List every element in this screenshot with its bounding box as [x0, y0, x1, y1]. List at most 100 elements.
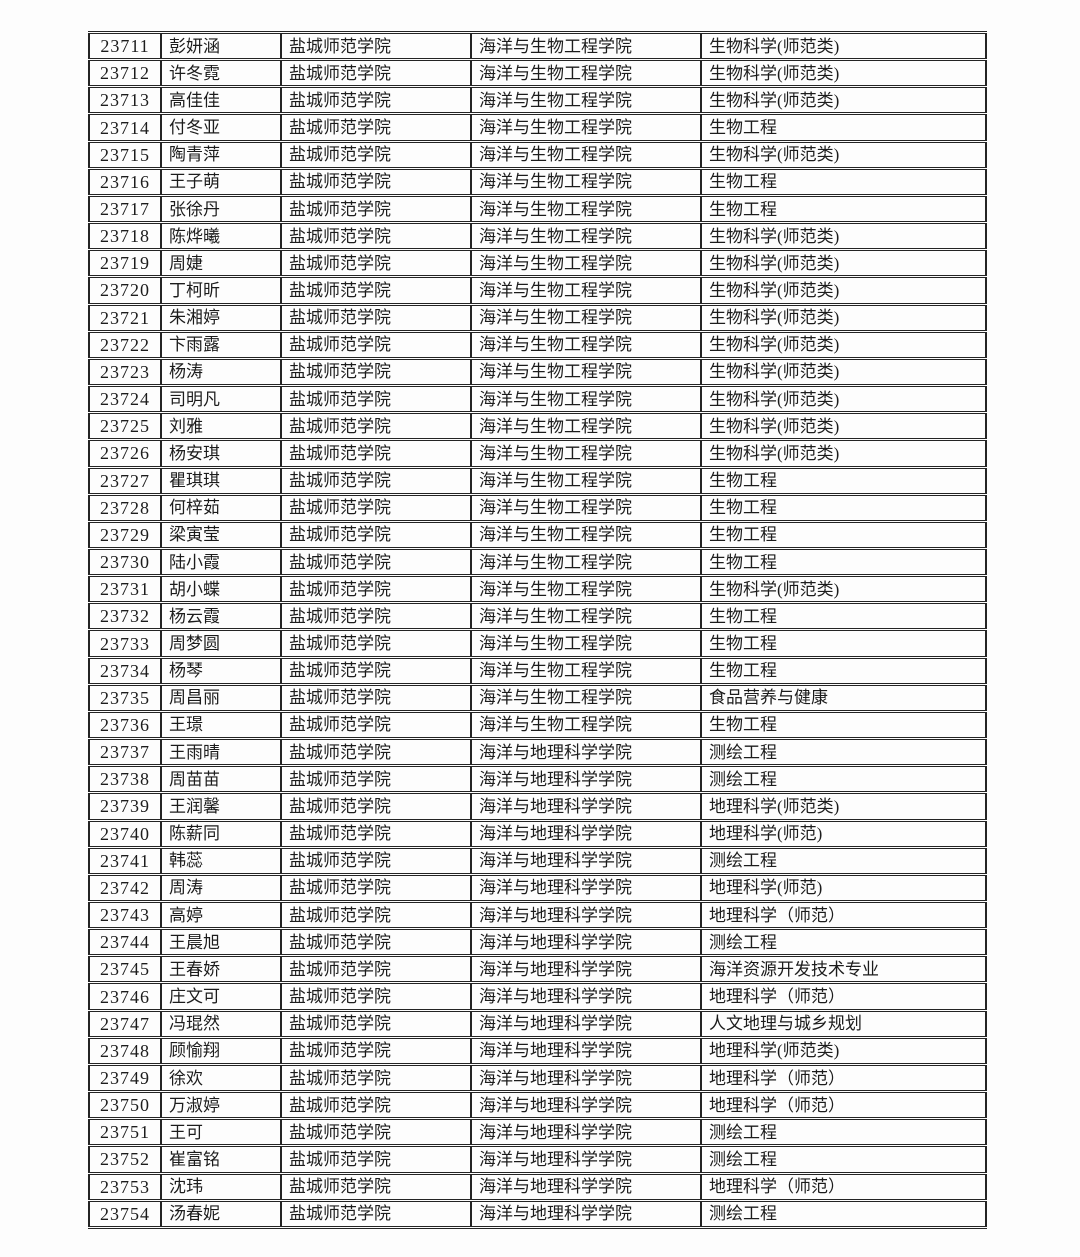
college-cell: 海洋与生物工程学院	[470, 356, 702, 388]
student-name-cell: 王润馨	[160, 791, 282, 822]
student-name-cell: 卞雨露	[160, 329, 282, 360]
table-row: 23740 陈薪同 盐城师范学院 海洋与地理科学学院 地理科学(师范)	[88, 818, 987, 849]
student-name-cell: 胡小蝶	[160, 574, 282, 605]
college-cell: 海洋与地理科学学院	[470, 1144, 702, 1175]
college-cell: 海洋与地理科学学院	[470, 1171, 702, 1202]
table-row: 23741 韩蕊 盐城师范学院 海洋与地理科学学院 测绘工程	[88, 845, 987, 876]
student-id-cell: 23715	[88, 139, 162, 170]
table-row: 23730 陆小霞 盐城师范学院 海洋与生物工程学院 生物工程	[88, 546, 987, 578]
major-cell: 测绘工程	[700, 1117, 987, 1148]
student-name-cell: 司明凡	[160, 384, 282, 415]
table-row: 23732 杨云霞 盐城师范学院 海洋与生物工程学院 生物工程	[88, 601, 987, 632]
student-name-cell: 高佳佳	[160, 85, 282, 116]
table-row: 23713 高佳佳 盐城师范学院 海洋与生物工程学院 生物科学(师范类)	[88, 85, 987, 116]
major-cell: 生物科学(师范类)	[700, 139, 987, 170]
student-name-cell: 许冬霓	[160, 58, 282, 89]
table-row: 23748 顾愉翔 盐城师范学院 海洋与地理科学学院 地理科学(师范类)	[88, 1035, 987, 1066]
college-cell: 海洋与生物工程学院	[470, 492, 702, 523]
college-cell: 海洋与地理科学学院	[470, 1117, 702, 1148]
college-cell: 海洋与生物工程学院	[470, 302, 702, 333]
student-name-cell: 何梓茹	[160, 492, 282, 523]
major-cell: 测绘工程	[700, 845, 987, 876]
student-name-cell: 周苗苗	[160, 764, 282, 795]
university-cell: 盐城师范学院	[280, 574, 472, 605]
student-name-cell: 丁柯昕	[160, 275, 282, 306]
major-cell: 地理科学(师范)	[700, 872, 987, 904]
university-cell: 盐城师范学院	[280, 737, 472, 768]
student-id-cell: 23752	[88, 1144, 162, 1175]
student-id-cell: 23726	[88, 438, 162, 469]
student-name-cell: 万淑婷	[160, 1090, 282, 1121]
university-cell: 盐城师范学院	[280, 221, 472, 252]
student-id-cell: 23739	[88, 791, 162, 822]
major-cell: 生物科学(师范类)	[700, 411, 987, 442]
student-name-cell: 刘雅	[160, 411, 282, 442]
student-roster-body: 23711 彭妍涵 盐城师范学院 海洋与生物工程学院 生物科学(师范类) 23712 许冬霓…	[88, 30, 987, 1230]
student-id-cell: 23735	[88, 682, 162, 713]
table-row: 23746 庄文可 盐城师范学院 海洋与地理科学学院 地理科学（师范）	[88, 981, 987, 1012]
college-cell: 海洋与生物工程学院	[470, 221, 702, 252]
university-cell: 盐城师范学院	[280, 981, 472, 1012]
student-name-cell: 汤春妮	[160, 1198, 282, 1230]
college-cell: 海洋与生物工程学院	[470, 601, 702, 632]
table-row: 23727 瞿琪琪 盐城师范学院 海洋与生物工程学院 生物工程	[88, 465, 987, 496]
university-cell: 盐城师范学院	[280, 872, 472, 904]
student-name-cell: 冯琨然	[160, 1008, 282, 1039]
student-roster-table: 23711 彭妍涵 盐城师范学院 海洋与生物工程学院 生物科学(师范类) 23712 许冬霓…	[88, 30, 987, 1230]
university-cell: 盐城师范学院	[280, 655, 472, 686]
student-name-cell: 王春娇	[160, 954, 282, 985]
table-row: 23739 王润馨 盐城师范学院 海洋与地理科学学院 地理科学(师范类)	[88, 791, 987, 822]
student-id-cell: 23744	[88, 927, 162, 958]
student-name-cell: 彭妍涵	[160, 30, 282, 62]
college-cell: 海洋与地理科学学院	[470, 737, 702, 768]
college-cell: 海洋与生物工程学院	[470, 411, 702, 442]
table-row: 23719 周婕 盐城师范学院 海洋与生物工程学院 生物科学(师范类)	[88, 248, 987, 279]
university-cell: 盐城师范学院	[280, 1008, 472, 1039]
table-row: 23718 陈烨曦 盐城师范学院 海洋与生物工程学院 生物科学(师范类)	[88, 221, 987, 252]
student-name-cell: 杨云霞	[160, 601, 282, 632]
college-cell: 海洋与地理科学学院	[470, 927, 702, 958]
student-name-cell: 庄文可	[160, 981, 282, 1012]
table-row: 23728 何梓茹 盐城师范学院 海洋与生物工程学院 生物工程	[88, 492, 987, 523]
student-id-cell: 23736	[88, 709, 162, 741]
student-name-cell: 杨琴	[160, 655, 282, 686]
student-id-cell: 23753	[88, 1171, 162, 1202]
college-cell: 海洋与生物工程学院	[470, 574, 702, 605]
table-row: 23712 许冬霓 盐城师范学院 海洋与生物工程学院 生物科学(师范类)	[88, 58, 987, 89]
major-cell: 测绘工程	[700, 1198, 987, 1230]
college-cell: 海洋与生物工程学院	[470, 709, 702, 741]
major-cell: 生物科学(师范类)	[700, 438, 987, 469]
student-id-cell: 23741	[88, 845, 162, 876]
major-cell: 生物工程	[700, 709, 987, 741]
student-name-cell: 陆小霞	[160, 546, 282, 578]
major-cell: 地理科学（师范）	[700, 899, 987, 931]
college-cell: 海洋与地理科学学院	[470, 818, 702, 849]
student-name-cell: 杨涛	[160, 356, 282, 388]
student-id-cell: 23732	[88, 601, 162, 632]
table-row: 23716 王子萌 盐城师范学院 海洋与生物工程学院 生物工程	[88, 166, 987, 197]
university-cell: 盐城师范学院	[280, 764, 472, 795]
major-cell: 生物工程	[700, 519, 987, 550]
university-cell: 盐城师范学院	[280, 112, 472, 143]
major-cell: 生物工程	[700, 628, 987, 659]
university-cell: 盐城师范学院	[280, 329, 472, 360]
college-cell: 海洋与地理科学学院	[470, 1198, 702, 1230]
college-cell: 海洋与地理科学学院	[470, 899, 702, 931]
table-row: 23724 司明凡 盐城师范学院 海洋与生物工程学院 生物科学(师范类)	[88, 384, 987, 415]
major-cell: 地理科学（师范）	[700, 1171, 987, 1202]
college-cell: 海洋与地理科学学院	[470, 1035, 702, 1066]
student-name-cell: 周婕	[160, 248, 282, 279]
major-cell: 生物科学(师范类)	[700, 574, 987, 605]
student-name-cell: 周涛	[160, 872, 282, 904]
student-id-cell: 23745	[88, 954, 162, 985]
university-cell: 盐城师范学院	[280, 628, 472, 659]
table-row: 23754 汤春妮 盐城师范学院 海洋与地理科学学院 测绘工程	[88, 1198, 987, 1230]
table-row: 23717 张徐丹 盐城师范学院 海洋与生物工程学院 生物工程	[88, 193, 987, 225]
major-cell: 测绘工程	[700, 927, 987, 958]
table-row: 23715 陶青萍 盐城师范学院 海洋与生物工程学院 生物科学(师范类)	[88, 139, 987, 170]
table-row: 23731 胡小蝶 盐城师范学院 海洋与生物工程学院 生物科学(师范类)	[88, 574, 987, 605]
student-id-cell: 23749	[88, 1062, 162, 1094]
university-cell: 盐城师范学院	[280, 248, 472, 279]
university-cell: 盐城师范学院	[280, 411, 472, 442]
